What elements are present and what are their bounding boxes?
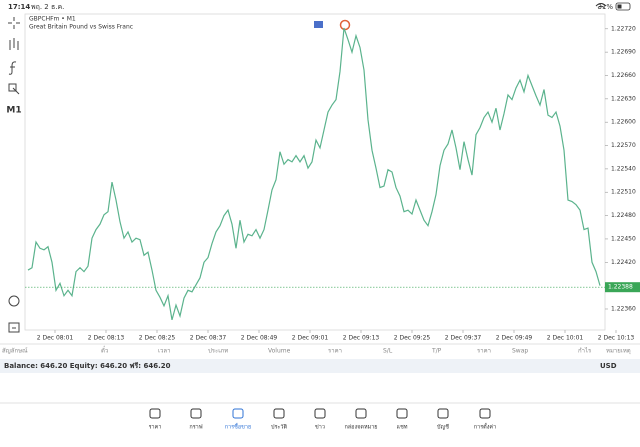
- currency-icon: [339, 19, 351, 31]
- nav-icon[interactable]: [396, 408, 408, 419]
- x-tick-label: 2 Dec 08:25: [139, 335, 176, 342]
- y-tick-label: 1.22360: [611, 305, 636, 312]
- x-tick-label: 2 Dec 10:13: [598, 335, 635, 342]
- x-tick-label: 2 Dec 09:13: [343, 335, 380, 342]
- y-tick-label: 1.22510: [611, 189, 636, 196]
- battery-level: [617, 4, 622, 9]
- battery-icon: [615, 2, 631, 11]
- y-tick-label: 1.22420: [611, 259, 636, 266]
- nav-icon[interactable]: [314, 408, 326, 419]
- balance-bar: [0, 359, 640, 373]
- status-battery: 31%: [597, 3, 613, 11]
- table-header: สัญลักษณ์ ตั๋ว เวลา ประเภท Volume ราคา S/L T/P ร…: [2, 345, 631, 354]
- column-header: S/L: [383, 348, 393, 355]
- y-tick-label: 1.22600: [611, 119, 636, 126]
- chart-frame: [24, 13, 606, 331]
- nav-icon[interactable]: [149, 408, 161, 419]
- price-line: [27, 27, 601, 321]
- timeframe[interactable]: M1: [6, 106, 21, 116]
- x-tick-label: 2 Dec 09:25: [394, 335, 431, 342]
- current-price-tag: [605, 282, 640, 293]
- x-tick-label: 2 Dec 08:49: [241, 335, 278, 342]
- wifi-icon: [595, 3, 607, 8]
- nav-icon[interactable]: [437, 408, 449, 419]
- nav-label[interactable]: แชท: [397, 424, 408, 431]
- nav-icon[interactable]: [355, 408, 367, 419]
- x-tick-label: 2 Dec 08:13: [88, 335, 125, 342]
- y-tick-label: 1.22480: [611, 212, 636, 219]
- nav-label[interactable]: การตั้งค่า: [474, 423, 496, 431]
- y-tick-label: 1.22690: [611, 49, 636, 56]
- currency: USD: [600, 362, 617, 370]
- nav-label[interactable]: กราฟ: [189, 424, 202, 431]
- x-tick-label: 2 Dec 10:01: [547, 335, 584, 342]
- function-tool[interactable]: [8, 61, 17, 75]
- column-header: เวลา: [158, 348, 170, 355]
- column-header: Volume: [268, 348, 291, 355]
- column-header: ราคา: [328, 348, 342, 355]
- balance-summary: Balance: 646.20 Equity: 646.20 ฟรี: 646.…: [4, 362, 171, 370]
- nav-label[interactable]: กล่องจดหมาย: [344, 425, 377, 431]
- y-tick-label: 1.22630: [611, 95, 636, 102]
- column-header: กำไร: [578, 347, 592, 355]
- column-header: T/P: [431, 348, 442, 355]
- bottom-nav: ราคา กราฟ การซื้อขาย ประวัติ ข่าว กล่องจดหมาย…: [149, 408, 496, 431]
- nav-icon[interactable]: [273, 408, 285, 419]
- indicators-tool[interactable]: [9, 38, 19, 50]
- y-tick-label: 1.22570: [611, 142, 636, 149]
- status-time: 17:14: [8, 3, 30, 11]
- y-tick-label: 1.22450: [611, 235, 636, 242]
- status-date: พฤ. 2 ธ.ค.: [31, 3, 64, 11]
- nav-icon[interactable]: [479, 408, 491, 419]
- x-tick-label: 2 Dec 09:37: [445, 335, 482, 342]
- column-header: ตั๋ว: [101, 345, 108, 354]
- nav-label[interactable]: ประวัติ: [271, 424, 287, 431]
- chart-subtitle: Great Britain Pound vs Swiss Franc: [29, 24, 133, 31]
- nav-label[interactable]: การซื้อขาย: [225, 423, 251, 431]
- column-header: หมายเหตุ: [606, 348, 631, 355]
- x-tick-label: 2 Dec 08:37: [190, 335, 227, 342]
- chart-title: GBPCHFm • M1: [29, 16, 76, 23]
- column-header: สัญลักษณ์: [2, 347, 28, 355]
- plot: 1.22720 1.22690 1.22660 1.22630 1.22600 1.225…: [25, 25, 640, 342]
- nav-label[interactable]: บัญชี: [437, 424, 449, 431]
- flag-icon: [314, 21, 323, 28]
- left-toolbar: [8, 17, 20, 333]
- trade-tool[interactable]: [8, 322, 20, 333]
- column-header: Swap: [512, 348, 528, 355]
- current-price-label: 1.22388: [608, 284, 633, 291]
- y-tick-label: 1.22720: [611, 25, 636, 32]
- x-tick-label: 2 Dec 09:49: [496, 335, 533, 342]
- nav-icon[interactable]: [190, 408, 202, 419]
- y-tick-label: 1.22540: [611, 165, 636, 172]
- nav-label[interactable]: ข่าว: [315, 425, 325, 431]
- zoom-tool[interactable]: [8, 295, 20, 307]
- column-header: ประเภท: [208, 348, 228, 355]
- crosshair-tool[interactable]: [8, 17, 20, 29]
- x-tick-label: 2 Dec 08:01: [37, 335, 74, 342]
- nav-icon[interactable]: [232, 408, 244, 419]
- y-tick-label: 1.22660: [611, 72, 636, 79]
- nav-label[interactable]: ราคา: [149, 425, 162, 431]
- column-header: ราคา: [477, 348, 491, 355]
- x-tick-label: 2 Dec 09:01: [292, 335, 329, 342]
- objects-tool[interactable]: [8, 83, 20, 95]
